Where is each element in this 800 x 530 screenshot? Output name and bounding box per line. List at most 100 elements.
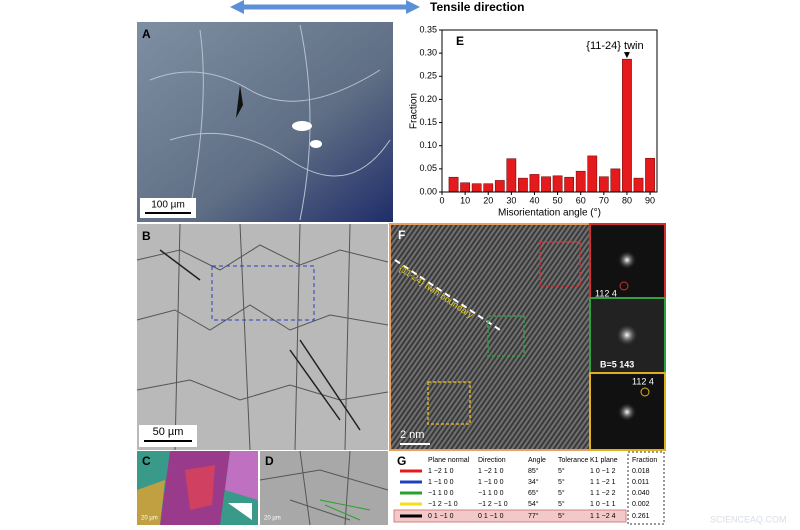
table-cell: 0.002 [632, 501, 650, 508]
x-tick-label: 20 [483, 195, 493, 205]
table-header: Angle [528, 457, 546, 464]
annotation-arrowhead [623, 52, 630, 59]
table-cell: 1 1 −2 4 [590, 513, 616, 520]
panel-a-image [137, 22, 393, 222]
scale-bar-label: 50 µm [153, 426, 184, 438]
y-tick-label: 0.15 [419, 117, 437, 127]
table-cell: 1 −2 1 0 [428, 468, 454, 475]
table-cell: 5° [558, 489, 565, 497]
table-cell: −1 2 −1 0 [428, 501, 458, 508]
scale-bar-label: 100 µm [151, 200, 185, 211]
table-cell: 1 1 −2 2 [590, 490, 616, 497]
x-tick-label: 40 [529, 195, 539, 205]
table-cell: 34° [528, 478, 539, 486]
bar [506, 158, 517, 193]
tensile-label: Tensile direction [430, 0, 524, 14]
panel-label: B [142, 229, 151, 243]
x-tick-label: 90 [645, 195, 655, 205]
bar [460, 182, 470, 193]
y-tick-label: 0.35 [419, 24, 437, 34]
table-cell: −1 2 −1 0 [478, 501, 508, 508]
panel-label: C [142, 454, 151, 468]
table-cell: 1 0 −1 1 [590, 501, 616, 508]
table-cell: 5° [558, 512, 565, 520]
scale-bar-label: 20 µm [264, 516, 281, 522]
panel-label: F [398, 228, 405, 242]
bar [645, 157, 655, 193]
inset-label: 112 4 [595, 288, 617, 298]
bar [483, 183, 494, 193]
table-header: Tolerance [558, 457, 588, 464]
y-tick-label: 0.05 [419, 163, 437, 173]
inset-label: B=5 143 [600, 359, 634, 369]
table-cell: 0.261 [632, 513, 650, 520]
panel-d-image [259, 450, 389, 526]
x-tick-label: 10 [460, 195, 470, 205]
x-tick-label: 50 [553, 195, 563, 205]
bar [575, 170, 586, 193]
panel-label: G [397, 454, 406, 468]
scale-bar-label: 20 µm [141, 516, 158, 522]
table-cell: 0 1 −1 0 [478, 513, 504, 520]
table-cell: −1 1 0 0 [428, 490, 454, 497]
bar [448, 176, 459, 193]
bar [552, 175, 563, 193]
bar [610, 168, 621, 193]
bar [518, 177, 528, 193]
y-tick-label: 0.30 [419, 48, 437, 58]
y-tick-label: 0.00 [419, 186, 437, 196]
panel-label: D [265, 454, 274, 468]
bar [598, 176, 609, 193]
panel-label: E [456, 34, 464, 48]
table-header: Fraction [632, 457, 657, 464]
bar [564, 176, 575, 193]
watermark: SCIENCEAQ.COM [710, 514, 787, 524]
bar [587, 155, 598, 193]
table-cell: 0 1 −1 0 [428, 513, 454, 520]
x-tick-label: 60 [576, 195, 586, 205]
x-tick-label: 30 [506, 195, 516, 205]
bar [471, 183, 482, 193]
annotation: {11-24} twin [586, 40, 643, 52]
panel-f-image [389, 223, 666, 451]
table-cell: 54° [528, 500, 539, 508]
row-highlight [393, 509, 627, 523]
table-cell: −1 1 0 0 [478, 490, 504, 497]
table-cell: 1 −1 0 0 [478, 479, 504, 486]
table-header: Direction [478, 457, 506, 464]
table-cell: 5° [558, 478, 565, 486]
x-tick-label: 0 [439, 195, 444, 205]
table-cell: 65° [528, 489, 539, 497]
bar [633, 177, 644, 193]
bar [622, 58, 632, 193]
inset-label: 112 4 [632, 376, 654, 386]
table-header: K1 plane [590, 457, 618, 464]
table-cell: 0.018 [632, 468, 650, 475]
table-cell: 5° [558, 500, 565, 508]
table-cell: 0.040 [632, 490, 650, 497]
x-axis-title: Misorientation angle (°) [498, 208, 601, 219]
table-header: Plane normal [428, 457, 470, 464]
x-tick-label: 70 [599, 195, 609, 205]
table-cell: 5° [558, 467, 565, 475]
fraction-box [627, 451, 665, 525]
table-cell: 1 −1 0 0 [428, 479, 454, 486]
scale-bar-label: 2 nm [400, 429, 424, 441]
table-cell: 1 0 −1 2 [590, 468, 616, 475]
bar [529, 174, 540, 193]
y-tick-label: 0.20 [419, 94, 437, 104]
y-tick-label: 0.10 [419, 140, 437, 150]
table-cell: 1 1 −2 1 [590, 479, 616, 486]
tensile-arrow [230, 0, 420, 14]
y-tick-label: 0.25 [419, 71, 437, 81]
x-tick-label: 80 [622, 195, 632, 205]
plot-frame [441, 29, 658, 193]
panel-label: A [142, 27, 151, 41]
table-cell: 77° [528, 512, 539, 520]
bar [494, 180, 505, 193]
panel-b-image [136, 223, 389, 451]
panel-c-image [137, 451, 258, 525]
y-axis-title: Fraction [409, 93, 420, 129]
bar [541, 176, 551, 193]
